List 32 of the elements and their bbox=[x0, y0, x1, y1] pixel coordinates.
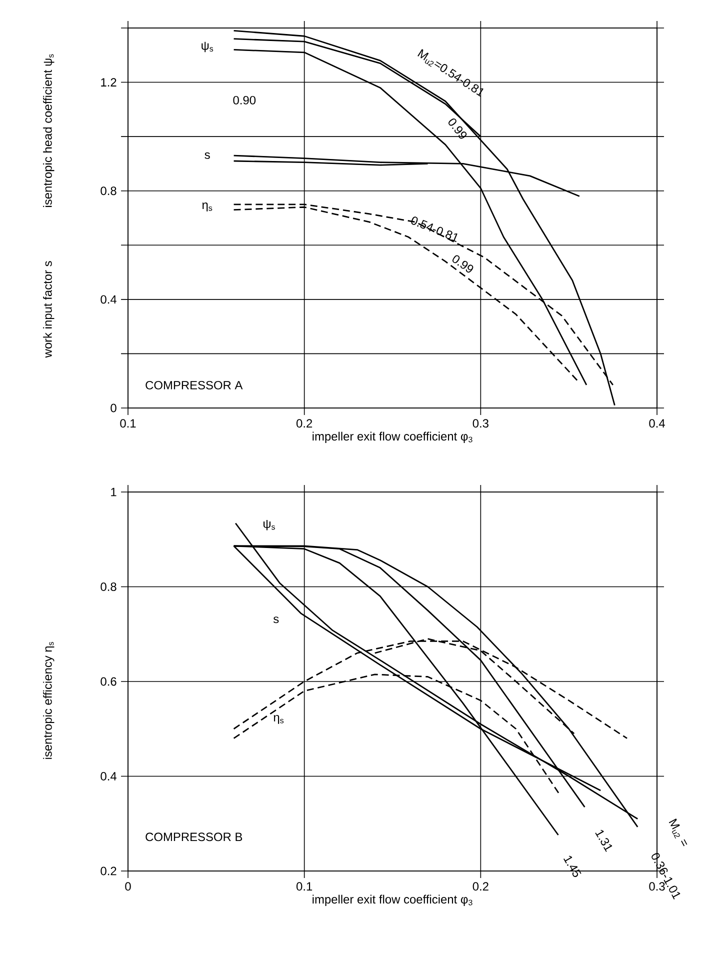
annotation: COMPRESSOR B bbox=[146, 832, 242, 842]
x-tick-label: 0.2 bbox=[472, 882, 488, 891]
y-tick-label: 0 bbox=[110, 404, 116, 412]
x-axis-title: impeller exit flow coefficient φ$_{3}$ bbox=[312, 894, 472, 906]
annotation: 0.90 bbox=[233, 96, 256, 104]
text: M$_{u2}$ = bbox=[668, 818, 688, 846]
y-tick-label: 0.8 bbox=[100, 186, 116, 196]
y-tick-label: 1 bbox=[111, 488, 116, 496]
y-tick-label: 0.6 bbox=[100, 677, 116, 686]
x-tick-label: 0.4 bbox=[649, 419, 665, 428]
annotation: ψ$_{s}$ bbox=[264, 520, 275, 530]
x-tick-label: 0.3 bbox=[472, 419, 488, 428]
y-tick-label: 0.4 bbox=[100, 295, 116, 304]
x-tick-label: 0.1 bbox=[120, 419, 136, 428]
annotation: 0.99 bbox=[452, 255, 474, 273]
annotation: ψ$_{s}$ bbox=[202, 42, 214, 52]
annotation: η$_{s}$ bbox=[202, 202, 212, 212]
y-tick-label: 0.8 bbox=[100, 582, 116, 591]
y-tick-label: 1.2 bbox=[101, 78, 116, 86]
annotation: COMPRESSOR A bbox=[146, 380, 243, 390]
y-tick-label: 0.4 bbox=[100, 772, 116, 780]
annotation: s bbox=[273, 616, 279, 624]
text: work input factor s bbox=[43, 261, 54, 358]
x-tick-label: 0.1 bbox=[296, 882, 312, 891]
y-axis-title: isentropic efficiency η$_{s}$ bbox=[43, 642, 54, 759]
x-tick-label: 0.2 bbox=[296, 419, 312, 428]
annotation: s bbox=[204, 152, 210, 159]
annotation: η$_{s}$ bbox=[274, 714, 284, 724]
x-tick-label: 0 bbox=[125, 882, 131, 891]
x-axis-title: impeller exit flow coefficient φ$_{3}$ bbox=[312, 432, 472, 443]
y-axis-title: isentropic head coefficient ψ$_{s}$ bbox=[43, 54, 54, 207]
y-tick-label: 0.2 bbox=[100, 866, 116, 876]
